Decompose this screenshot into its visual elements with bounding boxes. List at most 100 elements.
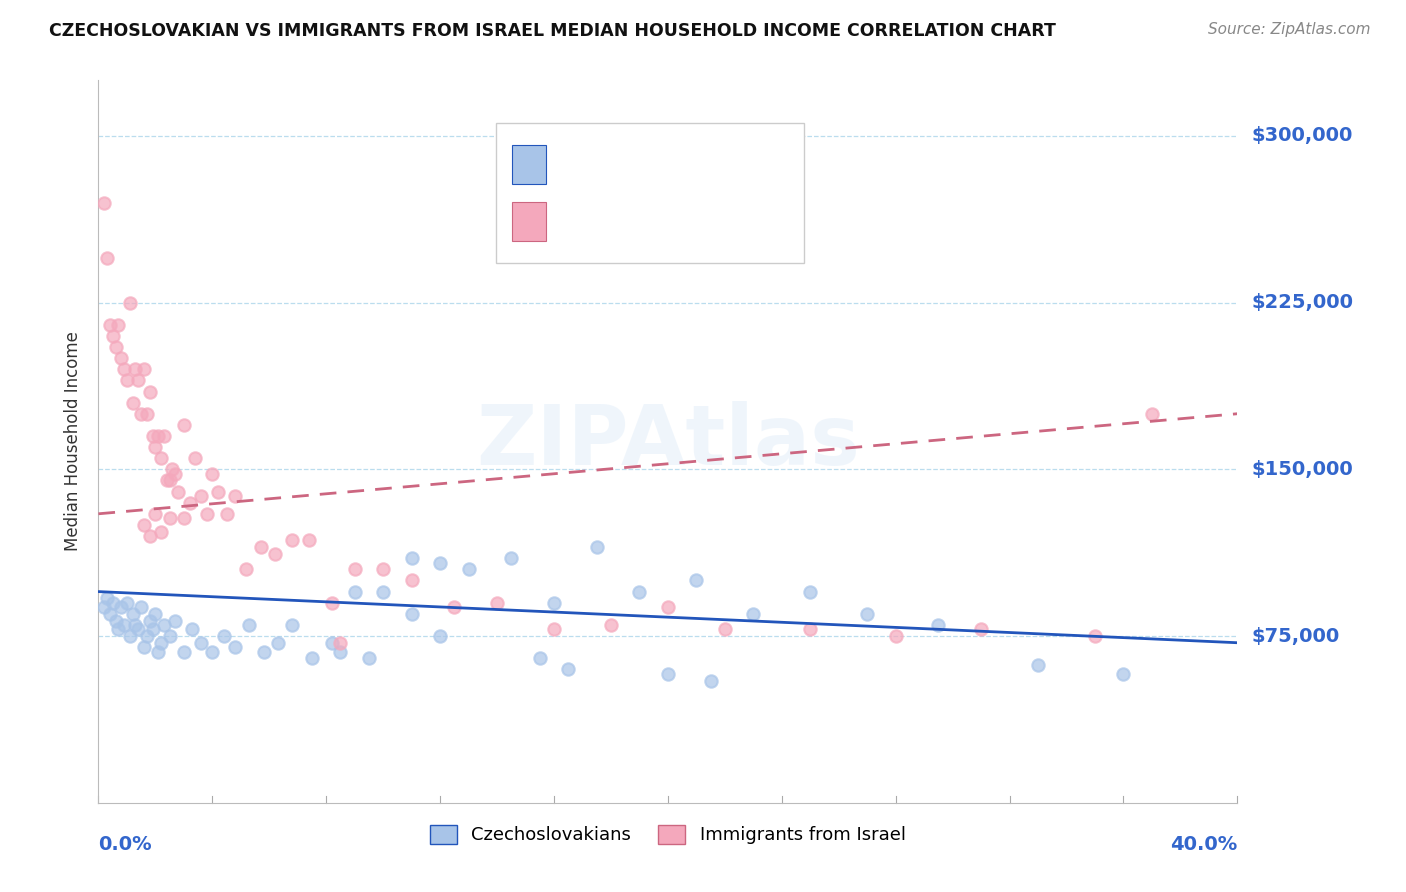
Point xyxy=(104,340,127,354)
Point xyxy=(195,507,218,521)
Point xyxy=(799,623,821,637)
Point xyxy=(101,596,124,610)
Text: R =: R = xyxy=(557,155,595,173)
Point xyxy=(267,636,290,650)
Point xyxy=(742,607,765,621)
Point xyxy=(150,524,173,539)
Text: $300,000: $300,000 xyxy=(1251,127,1353,145)
Point xyxy=(207,484,229,499)
Text: 60: 60 xyxy=(697,155,721,173)
Point xyxy=(585,540,607,554)
Point xyxy=(148,645,170,659)
Point xyxy=(543,623,565,637)
Point xyxy=(184,451,207,466)
Point xyxy=(159,474,181,488)
Point xyxy=(173,645,195,659)
Point xyxy=(138,384,160,399)
Point xyxy=(443,600,465,615)
Text: 0.0%: 0.0% xyxy=(98,835,152,855)
Point xyxy=(281,618,304,632)
Point xyxy=(1026,657,1049,672)
Text: 63: 63 xyxy=(697,212,721,231)
Point xyxy=(118,629,141,643)
Point xyxy=(543,596,565,610)
Text: -0.138: -0.138 xyxy=(591,155,654,173)
Point xyxy=(321,596,343,610)
Point xyxy=(212,629,235,643)
Point xyxy=(321,636,343,650)
Point xyxy=(343,562,366,576)
Point xyxy=(101,329,124,343)
Point xyxy=(329,636,352,650)
Point xyxy=(93,195,115,210)
Text: 0.084: 0.084 xyxy=(591,212,647,231)
Point xyxy=(129,407,152,421)
Point xyxy=(373,562,395,576)
Point xyxy=(884,629,907,643)
Text: ZIPAtlas: ZIPAtlas xyxy=(475,401,860,482)
Text: CZECHOSLOVAKIAN VS IMMIGRANTS FROM ISRAEL MEDIAN HOUSEHOLD INCOME CORRELATION CH: CZECHOSLOVAKIAN VS IMMIGRANTS FROM ISRAE… xyxy=(49,22,1056,40)
Point xyxy=(107,623,129,637)
Point xyxy=(135,407,157,421)
Point xyxy=(121,395,143,409)
Point xyxy=(1140,407,1163,421)
Point xyxy=(110,600,132,615)
Point xyxy=(138,529,160,543)
Point xyxy=(249,540,271,554)
Point xyxy=(927,618,949,632)
Point xyxy=(685,574,707,588)
Point xyxy=(657,600,679,615)
Point xyxy=(373,584,395,599)
Point xyxy=(138,614,160,628)
Point xyxy=(112,618,135,632)
Y-axis label: Median Household Income: Median Household Income xyxy=(65,332,83,551)
Point xyxy=(150,451,173,466)
Point xyxy=(159,629,181,643)
Point xyxy=(104,614,127,628)
Point xyxy=(486,596,509,610)
Point xyxy=(145,607,167,621)
Point xyxy=(124,362,146,376)
Point xyxy=(96,591,118,606)
Point xyxy=(429,556,451,570)
Point xyxy=(153,618,176,632)
Point xyxy=(145,440,167,454)
Text: $75,000: $75,000 xyxy=(1251,626,1340,646)
Point xyxy=(264,547,287,561)
Point xyxy=(181,623,204,637)
Point xyxy=(156,474,179,488)
Text: $150,000: $150,000 xyxy=(1251,460,1353,479)
Text: N =: N = xyxy=(661,212,711,231)
Point xyxy=(224,489,246,503)
Text: 40.0%: 40.0% xyxy=(1170,835,1237,855)
Point xyxy=(121,607,143,621)
Point xyxy=(329,645,352,659)
Point xyxy=(252,645,274,659)
Point xyxy=(141,623,163,637)
Point xyxy=(162,462,184,476)
Point xyxy=(150,636,173,650)
Text: $225,000: $225,000 xyxy=(1251,293,1353,312)
Point xyxy=(98,607,121,621)
Point xyxy=(970,623,993,637)
Point xyxy=(235,562,257,576)
Point xyxy=(190,636,212,650)
Point xyxy=(699,673,721,688)
Point xyxy=(127,623,149,637)
Point xyxy=(124,618,146,632)
Point xyxy=(714,623,737,637)
Point xyxy=(856,607,879,621)
Point xyxy=(165,467,187,481)
Point xyxy=(153,429,176,443)
Point xyxy=(529,651,551,665)
Point xyxy=(357,651,380,665)
Point xyxy=(457,562,479,576)
Text: N =: N = xyxy=(661,155,711,173)
Point xyxy=(201,467,224,481)
Point xyxy=(173,511,195,525)
Point xyxy=(110,351,132,366)
Point xyxy=(215,507,238,521)
Point xyxy=(173,417,195,432)
Point xyxy=(118,295,141,310)
Point xyxy=(1084,629,1107,643)
